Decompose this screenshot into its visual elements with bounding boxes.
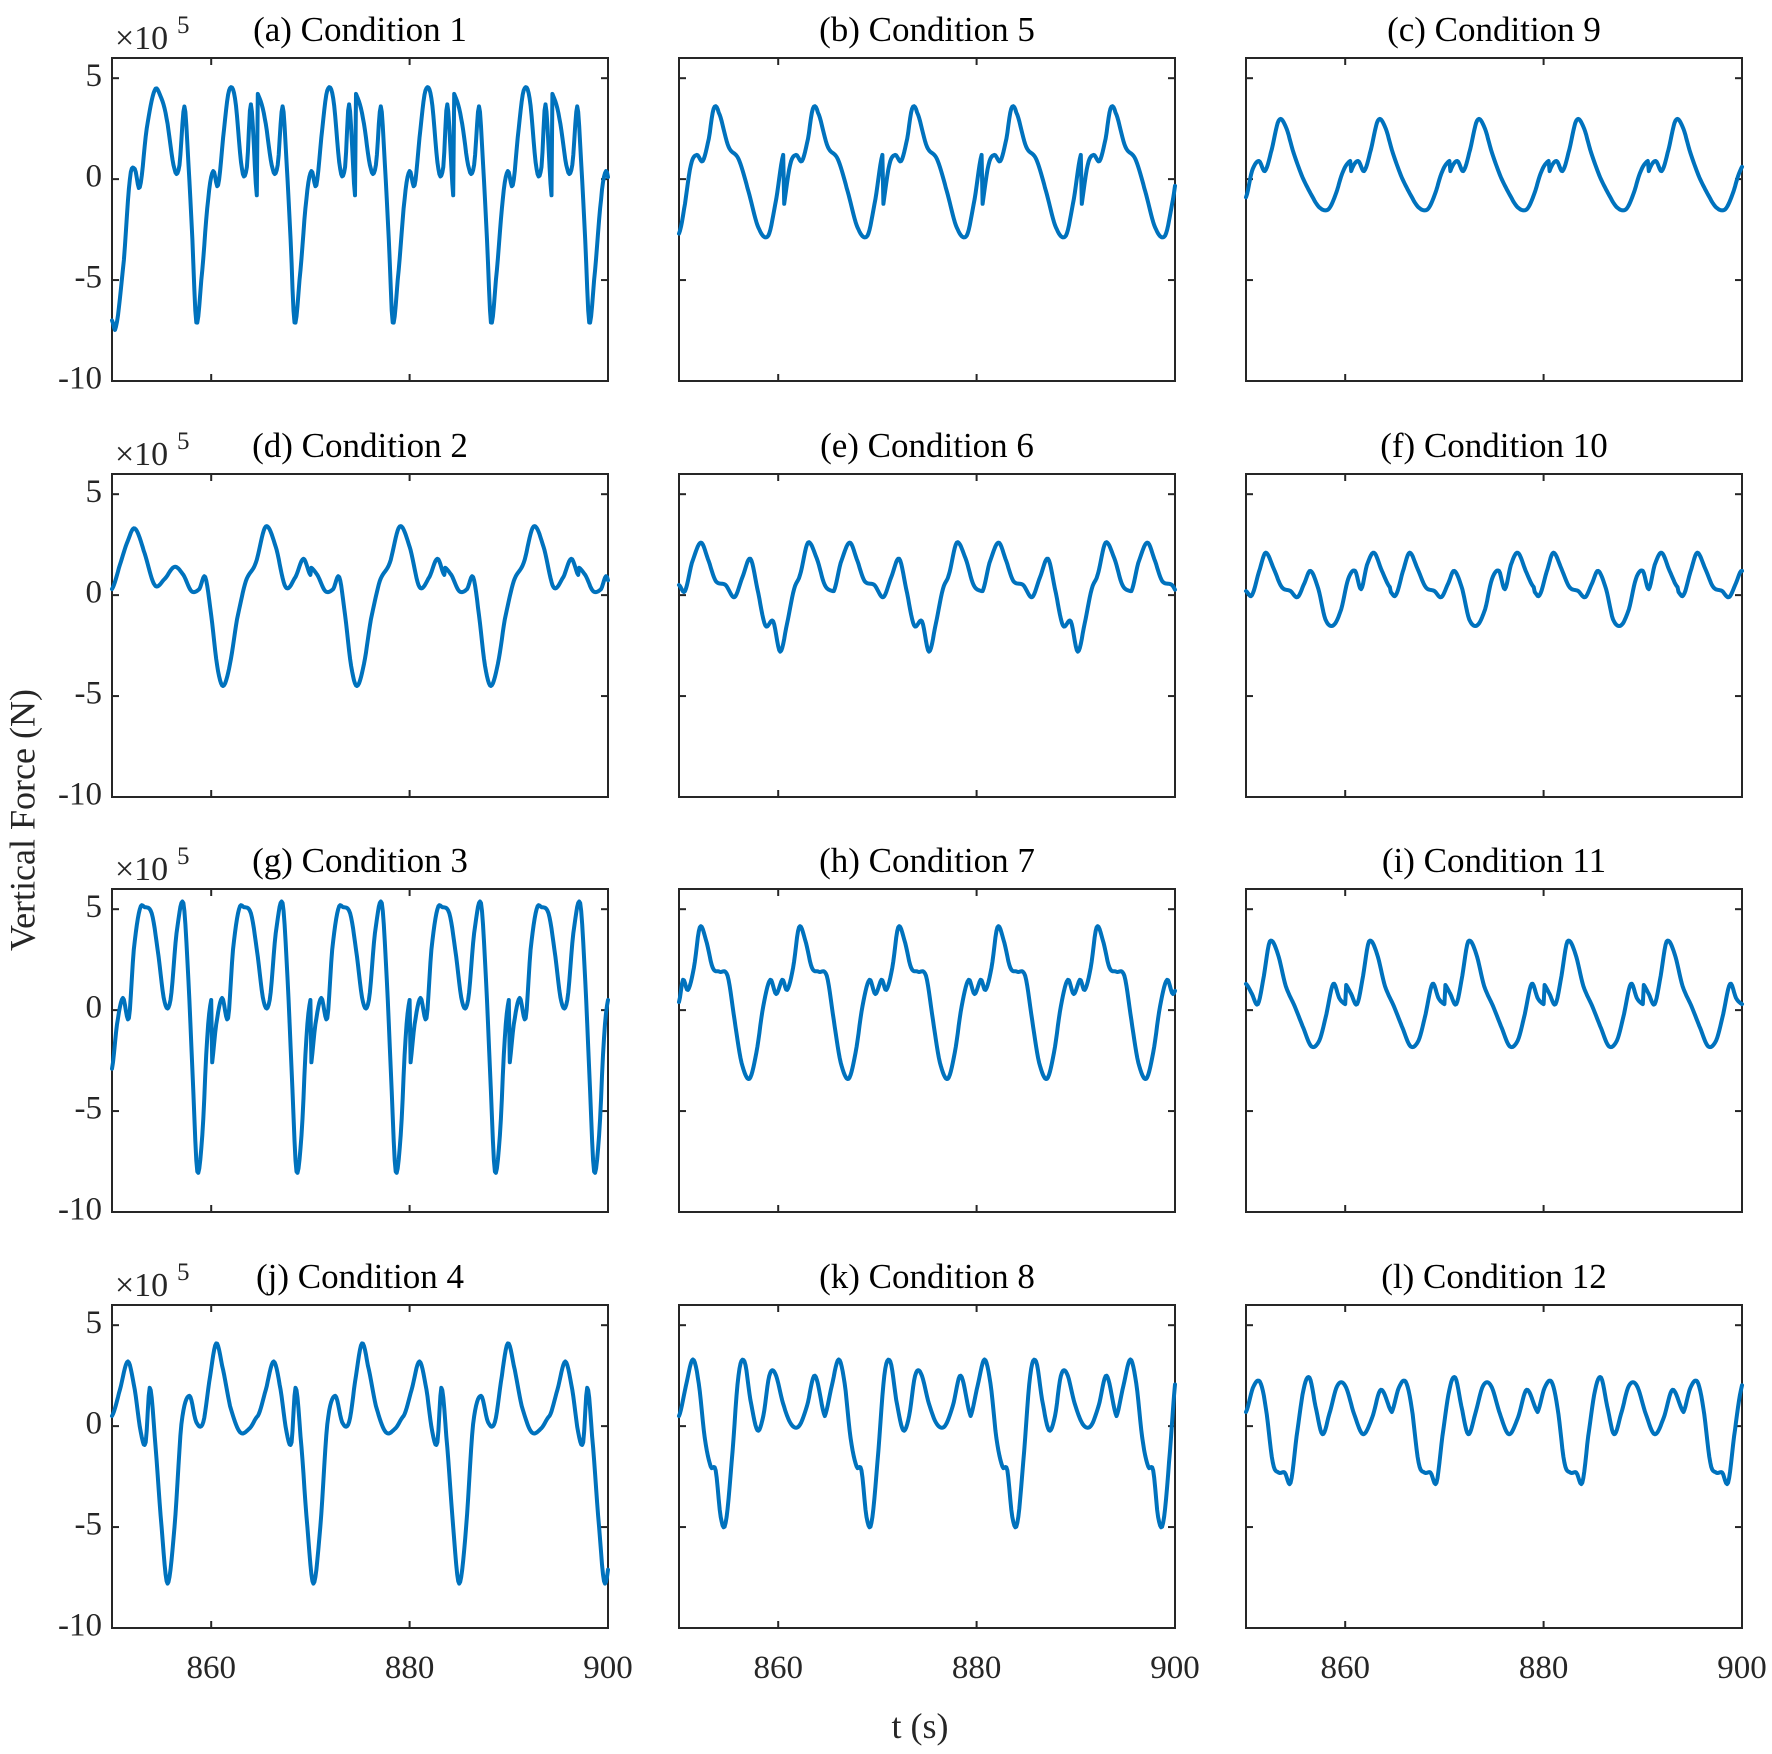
y-tick-label: 0 xyxy=(86,575,103,611)
panel: (a) Condition 1 -10 -5 0 5 ×10 5 xyxy=(58,10,610,397)
panel-title: (a) Condition 1 xyxy=(253,10,467,49)
panel: (b) Condition 5 xyxy=(677,10,1177,382)
y-multiplier-exponent: 5 xyxy=(177,12,190,39)
panel: (f) Condition 10 xyxy=(1244,426,1744,798)
axes-frame xyxy=(1245,473,1743,798)
y-tick-label: -5 xyxy=(75,676,103,712)
panel: (e) Condition 6 xyxy=(677,426,1177,798)
panel: (h) Condition 7 xyxy=(677,841,1177,1213)
y-multiplier-label: ×10 xyxy=(115,851,168,888)
series-line xyxy=(110,1341,610,1586)
series-line xyxy=(677,104,1177,240)
y-tick-label: -10 xyxy=(58,1192,102,1228)
series-line xyxy=(677,924,1177,1081)
series-line xyxy=(677,1357,1177,1530)
panel: (d) Condition 2 -10 -5 0 5 ×10 5 xyxy=(58,426,610,813)
series-line xyxy=(110,524,610,688)
panel-title: (e) Condition 6 xyxy=(820,426,1034,465)
panel-title: (i) Condition 11 xyxy=(1382,841,1606,880)
y-multiplier-label: ×10 xyxy=(115,436,168,473)
axes-frame xyxy=(1245,57,1743,382)
y-tick-label: -5 xyxy=(75,1507,103,1543)
x-tick-label: 860 xyxy=(753,1650,803,1686)
panel-title: (c) Condition 9 xyxy=(1387,10,1601,49)
series-line xyxy=(110,899,610,1175)
series-line xyxy=(1244,938,1744,1050)
axes-frame xyxy=(1245,888,1743,1213)
y-tick-label: -5 xyxy=(75,1091,103,1127)
x-tick-label: 860 xyxy=(1320,1650,1370,1686)
panel-title: (j) Condition 4 xyxy=(256,1257,464,1296)
y-tick-label: -10 xyxy=(58,777,102,813)
y-tick-label: -5 xyxy=(75,260,103,296)
series-line xyxy=(1244,116,1744,213)
y-tick-label: 0 xyxy=(86,990,103,1026)
axes-frame xyxy=(678,57,1176,382)
panel: (g) Condition 3 -10 -5 0 5 ×10 5 xyxy=(58,841,610,1228)
panel: (j) Condition 4 -10 -5 0 5 860 880 900 ×10 5 xyxy=(58,1257,633,1686)
series-line xyxy=(110,85,610,332)
y-multiplier-label: ×10 xyxy=(115,1267,168,1304)
y-tick-label: -10 xyxy=(58,361,102,397)
panel-title: (b) Condition 5 xyxy=(819,10,1035,49)
axes-frame xyxy=(111,473,609,798)
x-tick-label: 900 xyxy=(1717,1650,1767,1686)
y-tick-label: 5 xyxy=(86,1305,103,1341)
panel-title: (f) Condition 10 xyxy=(1380,426,1607,465)
x-tick-label: 900 xyxy=(583,1650,633,1686)
panel-grid: (a) Condition 1 -10 -5 0 5 ×10 5 (b) Condition … xyxy=(58,10,1767,1686)
y-tick-label: 5 xyxy=(86,889,103,925)
y-tick-label: 0 xyxy=(86,159,103,195)
y-multiplier-exponent: 5 xyxy=(177,428,190,455)
x-tick-label: 880 xyxy=(1519,1650,1569,1686)
y-multiplier-label: ×10 xyxy=(115,20,168,57)
x-axis-label: t (s) xyxy=(892,1706,949,1746)
panel-title: (k) Condition 8 xyxy=(819,1257,1035,1296)
panel: (l) Condition 12 860 880 900 xyxy=(1244,1257,1767,1686)
panel-title: (g) Condition 3 xyxy=(252,841,468,880)
series-line xyxy=(1244,1375,1744,1487)
axes-frame xyxy=(678,1304,1176,1629)
series-line xyxy=(1244,550,1744,628)
panel: (k) Condition 8 860 880 900 xyxy=(677,1257,1200,1686)
panel: (i) Condition 11 xyxy=(1244,841,1744,1213)
y-axis-label: Vertical Force (N) xyxy=(2,689,42,951)
x-tick-label: 900 xyxy=(1150,1650,1200,1686)
panel-title: (d) Condition 2 xyxy=(252,426,468,465)
x-tick-label: 880 xyxy=(952,1650,1002,1686)
x-tick-label: 880 xyxy=(385,1650,435,1686)
y-multiplier-exponent: 5 xyxy=(177,843,190,870)
panel: (c) Condition 9 xyxy=(1244,10,1744,382)
series-line xyxy=(677,540,1177,654)
y-multiplier-exponent: 5 xyxy=(177,1259,190,1286)
x-tick-label: 860 xyxy=(186,1650,236,1686)
panel-title: (h) Condition 7 xyxy=(819,841,1035,880)
axes-frame xyxy=(1245,1304,1743,1629)
y-tick-label: 5 xyxy=(86,58,103,94)
y-tick-label: -10 xyxy=(58,1608,102,1644)
y-tick-label: 0 xyxy=(86,1406,103,1442)
panel-title: (l) Condition 12 xyxy=(1381,1257,1607,1296)
y-tick-label: 5 xyxy=(86,474,103,510)
